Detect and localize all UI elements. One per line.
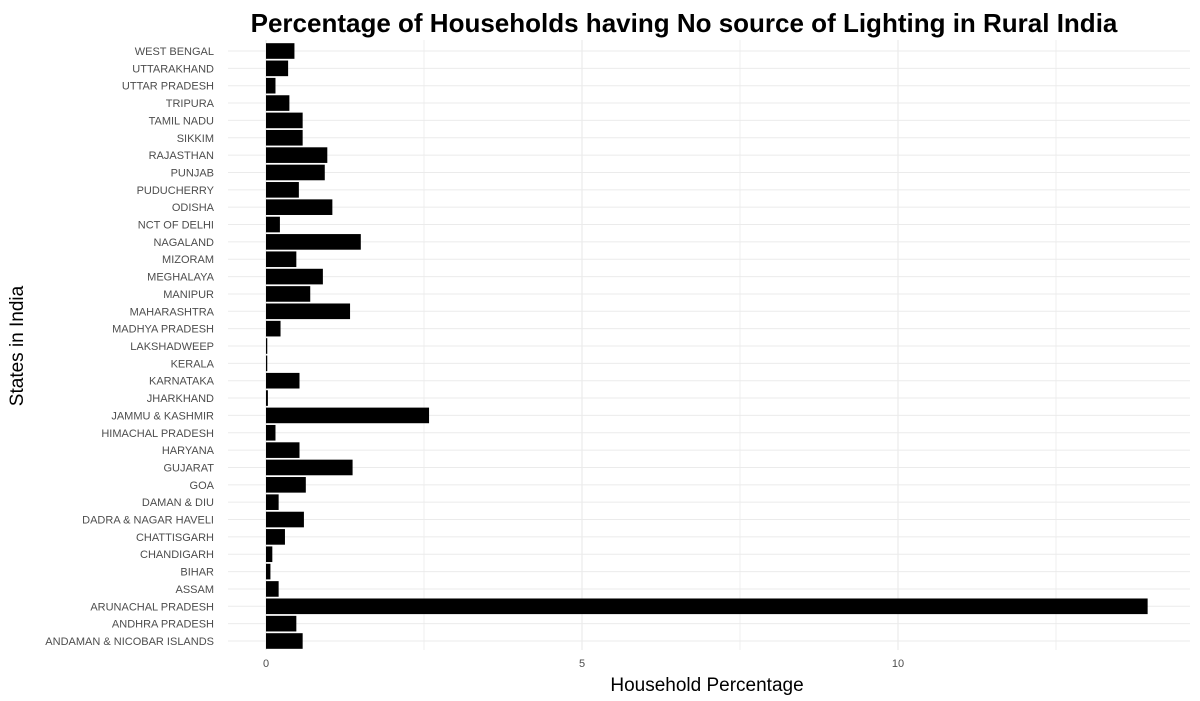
x-tick-label: 0 <box>263 658 269 670</box>
bar <box>266 598 1148 615</box>
category-label: GUJARAT <box>163 462 214 474</box>
bar <box>266 372 300 389</box>
category-label-layer: ANDAMAN & NICOBAR ISLANDS ANDHRA PRADESH A… <box>45 46 214 648</box>
category-label: CHANDIGARH <box>140 549 214 561</box>
bar <box>266 112 303 129</box>
bar <box>266 407 430 424</box>
category-label: HIMACHAL PRADESH <box>101 428 214 440</box>
bar <box>266 459 353 476</box>
category-label: NCT OF DELHI <box>138 220 214 232</box>
bar <box>266 303 351 320</box>
category-label: PUNJAB <box>171 167 214 179</box>
category-label: LAKSHADWEEP <box>130 341 214 353</box>
category-label: MEGHALAYA <box>147 272 214 284</box>
category-label: BIHAR <box>180 567 214 579</box>
category-label: ARUNACHAL PRADESH <box>90 601 214 613</box>
bar <box>266 268 323 285</box>
bar <box>266 338 268 354</box>
category-label: ODISHA <box>172 202 215 214</box>
bar <box>266 615 297 632</box>
category-label: SIKKIM <box>177 133 214 145</box>
category-label: ASSAM <box>175 584 214 596</box>
bar <box>266 182 299 198</box>
category-label: UTTAR PRADESH <box>122 81 214 93</box>
bar <box>266 546 273 563</box>
category-label: MIZORAM <box>162 254 214 266</box>
category-label: DAMAN & DIU <box>142 497 214 509</box>
category-label: KERALA <box>171 358 215 370</box>
bar <box>266 390 268 406</box>
bar <box>266 234 361 250</box>
category-label: MAHARASHTRA <box>130 306 215 318</box>
bar <box>266 424 276 441</box>
category-label: ANDAMAN & NICOBAR ISLANDS <box>45 636 214 648</box>
category-label: RAJASTHAN <box>149 150 214 162</box>
x-tick-label: 10 <box>892 658 904 670</box>
bar <box>266 511 304 528</box>
bar <box>266 355 268 372</box>
bar <box>266 164 325 181</box>
category-label: TRIPURA <box>166 98 215 110</box>
bar <box>266 581 279 597</box>
category-label: TAMIL NADU <box>149 115 214 127</box>
category-label: UTTARAKHAND <box>132 63 214 75</box>
x-tick-label: 5 <box>579 658 585 670</box>
bar <box>266 129 303 146</box>
bar <box>266 60 289 77</box>
y-axis-title: States in India <box>7 285 28 406</box>
chart-title: Percentage of Households having No sourc… <box>251 8 1118 38</box>
bar <box>266 563 271 580</box>
bar <box>266 95 290 111</box>
bar <box>266 77 276 94</box>
category-label: CHATTISGARH <box>136 532 214 544</box>
category-label: JAMMU & KASHMIR <box>111 410 214 422</box>
bar-layer <box>266 43 1148 649</box>
bar <box>266 216 280 233</box>
bar <box>266 477 306 493</box>
bar <box>266 199 333 215</box>
category-label: DADRA & NAGAR HAVELI <box>82 515 214 527</box>
x-axis-title: Household Percentage <box>610 675 803 696</box>
category-label: JHARKHAND <box>147 393 214 405</box>
grid-layer <box>228 40 1190 650</box>
bar <box>266 633 303 649</box>
category-label: MADHYA PRADESH <box>112 324 214 336</box>
bar <box>266 147 328 163</box>
bar <box>266 494 279 510</box>
category-label: GOA <box>190 480 215 492</box>
tick-label-layer: 0 5 10 <box>263 658 904 670</box>
bar <box>266 529 285 545</box>
bar <box>266 43 295 59</box>
category-label: MANIPUR <box>163 289 214 301</box>
category-label: PUDUCHERRY <box>137 185 215 197</box>
bar <box>266 320 281 337</box>
category-label: KARNATAKA <box>149 376 215 388</box>
category-label: ANDHRA PRADESH <box>112 619 214 631</box>
bar <box>266 251 297 268</box>
bar <box>266 442 300 458</box>
category-label: HARYANA <box>162 445 215 457</box>
category-label: WEST BENGAL <box>135 46 214 58</box>
bar <box>266 286 311 302</box>
category-label: NAGALAND <box>153 237 214 249</box>
